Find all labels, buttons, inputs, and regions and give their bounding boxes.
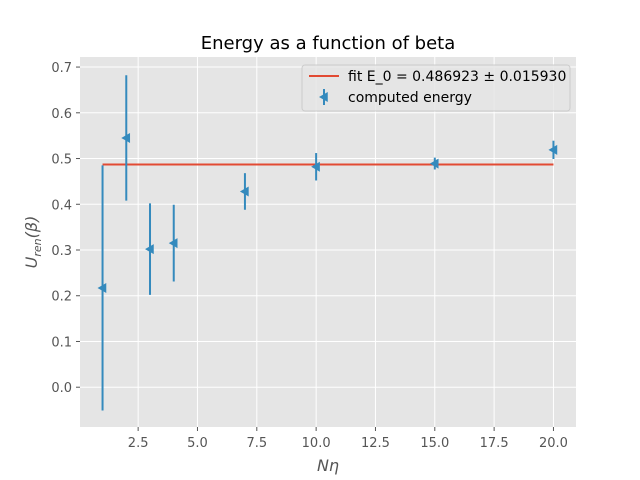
y-tick-label: 0.0 — [51, 381, 72, 396]
legend-box — [301, 64, 571, 112]
legend: fit E_0 = 0.486923 ± 0.015930 computed e… — [301, 64, 571, 112]
y-axis-label: Uren(β) — [22, 216, 44, 269]
data-point-marker — [548, 144, 558, 155]
data-point-marker — [239, 186, 249, 197]
y-tick-label: 0.1 — [51, 335, 72, 350]
x-axis-label: Nη — [317, 456, 339, 475]
x-tick-labels: 2.5 5.0 7.5 10.0 12.5 15.0 17.5 20.0 — [128, 436, 568, 451]
legend-errorbar-marker — [319, 92, 328, 102]
data-point-marker — [168, 238, 178, 249]
data-point-marker — [97, 282, 107, 293]
series-layer — [97, 75, 558, 411]
plot-area — [80, 57, 576, 427]
data-point-marker — [429, 158, 439, 169]
y-tick-label: 0.7 — [51, 61, 72, 76]
x-tick-label: 17.5 — [480, 436, 509, 451]
x-tick-label: 20.0 — [539, 436, 568, 451]
legend-computed-energy-label: computed energy — [348, 90, 472, 106]
y-tick-label: 0.5 — [51, 153, 72, 168]
x-tick-label: 5.0 — [187, 436, 208, 451]
y-axis-label-arg: (β) — [22, 216, 41, 239]
x-tick-label: 7.5 — [246, 436, 267, 451]
x-axis-label-main: N — [317, 456, 329, 475]
chart-title: Energy as a function of beta — [201, 33, 456, 54]
y-tick-label: 0.4 — [51, 198, 72, 213]
y-tick-labels: 0.0 0.1 0.2 0.3 0.4 0.5 0.6 0.7 — [51, 61, 72, 396]
x-tick-label: 15.0 — [420, 436, 449, 451]
y-axis-label-main: U — [22, 256, 41, 268]
data-point-marker — [311, 161, 320, 172]
y-tick-label: 0.6 — [51, 107, 72, 122]
legend-errorbar-swatch — [319, 89, 328, 105]
data-point-marker — [121, 132, 131, 143]
x-axis-label-greek: η — [329, 456, 339, 475]
data-point-marker — [145, 244, 154, 255]
y-tick-label: 0.3 — [51, 244, 72, 259]
y-tick-label: 0.2 — [51, 290, 72, 305]
legend-fit-label: fit E_0 = 0.486923 ± 0.015930 — [348, 69, 566, 85]
x-tick-label: 2.5 — [128, 436, 149, 451]
x-tick-label: 12.5 — [361, 436, 390, 451]
x-tick-label: 10.0 — [302, 436, 331, 451]
y-axis-label-sub: ren — [31, 238, 44, 256]
